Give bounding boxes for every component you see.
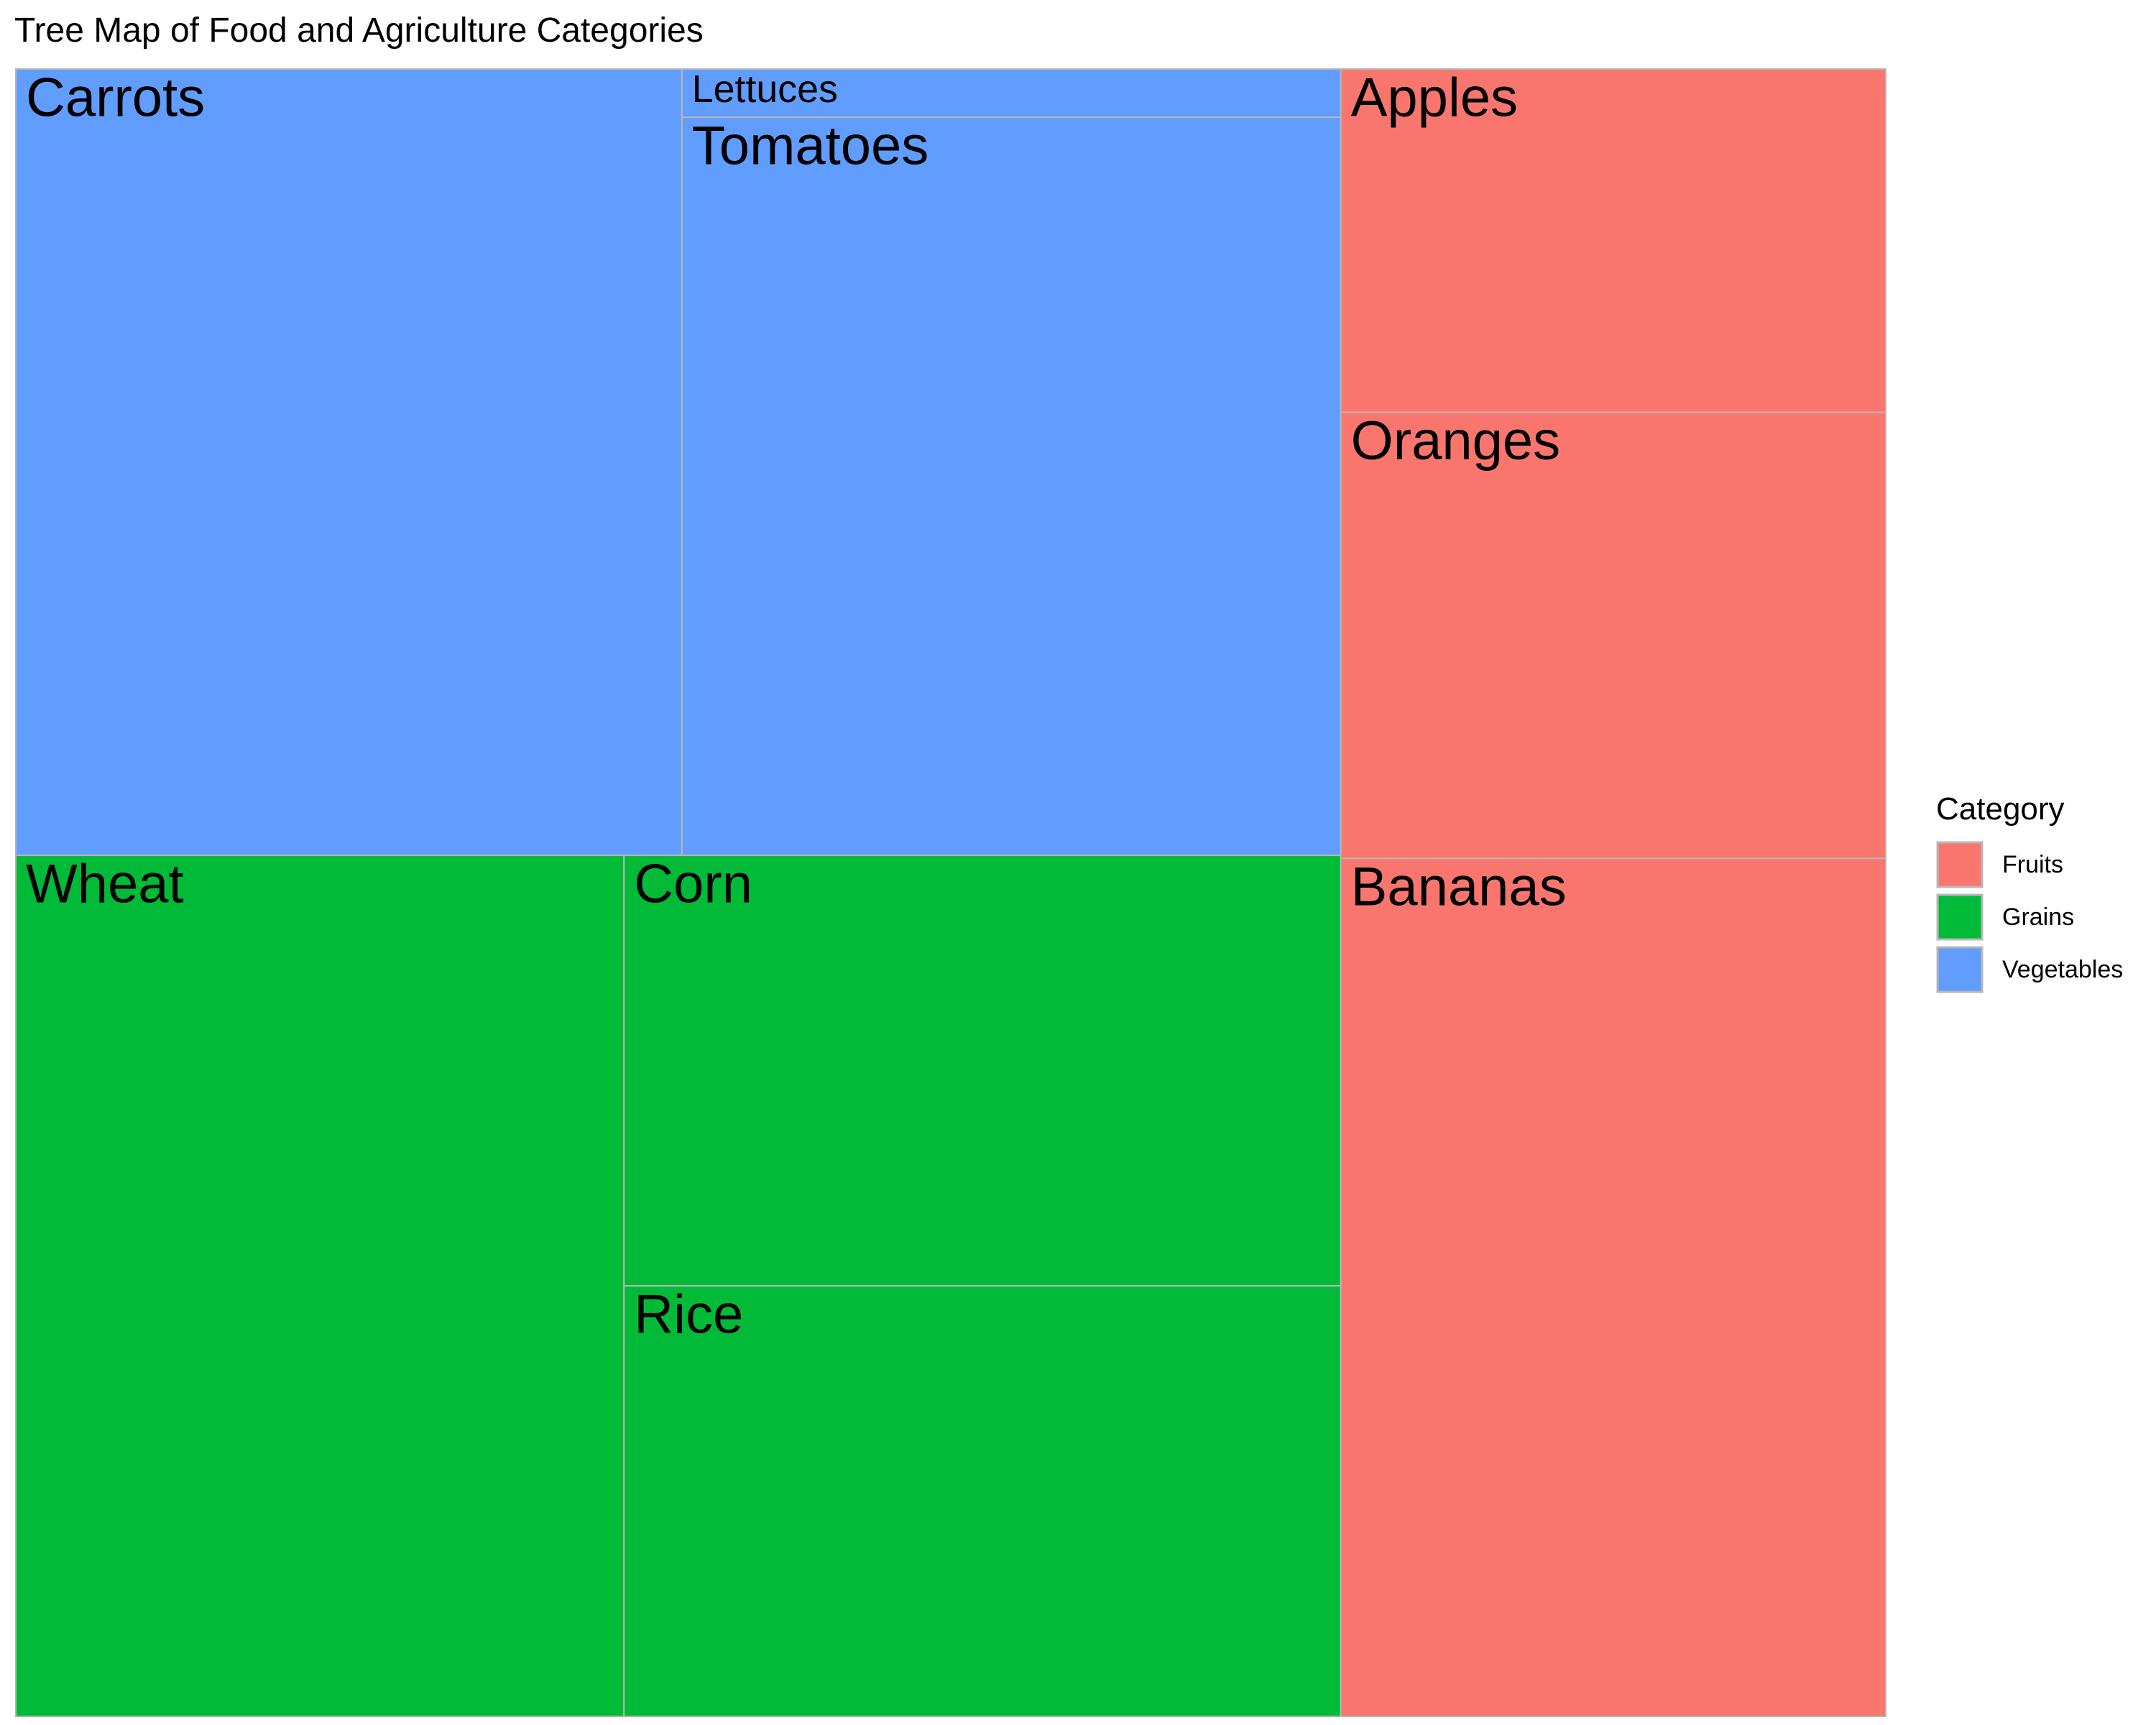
tile-label-carrots: Carrots xyxy=(26,67,205,128)
tile-wheat: Wheat xyxy=(15,853,625,1717)
tile-label-bananas: Bananas xyxy=(1351,857,1567,918)
legend: Category Fruits Grains Vegetables xyxy=(1936,791,2123,993)
legend-swatch-fruits xyxy=(1936,841,1984,888)
legend-title: Category xyxy=(1936,791,2065,827)
legend-item-grains: Grains xyxy=(1936,893,2074,941)
tile-rect-rice xyxy=(623,1284,1342,1717)
legend-keys: Fruits Grains Vegetables xyxy=(1936,841,2123,993)
tile-rect-apples xyxy=(1340,68,1886,413)
tile-label-lettuces: Lettuces xyxy=(692,68,838,111)
tile-lettuces: Lettuces xyxy=(681,68,1342,119)
tile-rect-wheat xyxy=(15,854,625,1717)
tile-label-tomatoes: Tomatoes xyxy=(692,115,929,176)
tile-tomatoes: Tomatoes xyxy=(681,115,1342,856)
tile-label-apples: Apples xyxy=(1351,67,1518,128)
legend-swatch-vegetables xyxy=(1936,946,1984,993)
tile-corn: Corn xyxy=(623,853,1342,1287)
tile-rect-tomatoes xyxy=(681,116,1342,856)
legend-label-vegetables: Vegetables xyxy=(2002,956,2123,983)
tile-label-wheat: Wheat xyxy=(26,853,184,914)
legend-item-vegetables: Vegetables xyxy=(1936,946,2123,993)
tile-bananas: Bananas xyxy=(1340,857,1886,1717)
tile-rect-carrots xyxy=(15,68,683,856)
tile-label-oranges: Oranges xyxy=(1351,410,1561,472)
tile-rice: Rice xyxy=(623,1284,1342,1717)
tile-rect-oranges xyxy=(1340,411,1886,860)
tile-apples: Apples xyxy=(1340,67,1886,413)
tile-oranges: Oranges xyxy=(1340,410,1886,860)
tile-rect-lettuces xyxy=(681,68,1342,119)
tile-rect-bananas xyxy=(1340,857,1886,1717)
legend-label-fruits: Fruits xyxy=(2002,851,2063,878)
tile-carrots: Carrots xyxy=(15,67,683,856)
legend-label-grains: Grains xyxy=(2002,903,2074,931)
tile-rect-corn xyxy=(623,854,1342,1287)
tile-label-corn: Corn xyxy=(634,853,752,914)
legend-swatch-grains xyxy=(1936,893,1984,941)
chart-title: Tree Map of Food and Agriculture Categor… xyxy=(14,12,704,50)
legend-item-fruits: Fruits xyxy=(1936,841,2063,888)
tile-label-rice: Rice xyxy=(634,1284,743,1345)
